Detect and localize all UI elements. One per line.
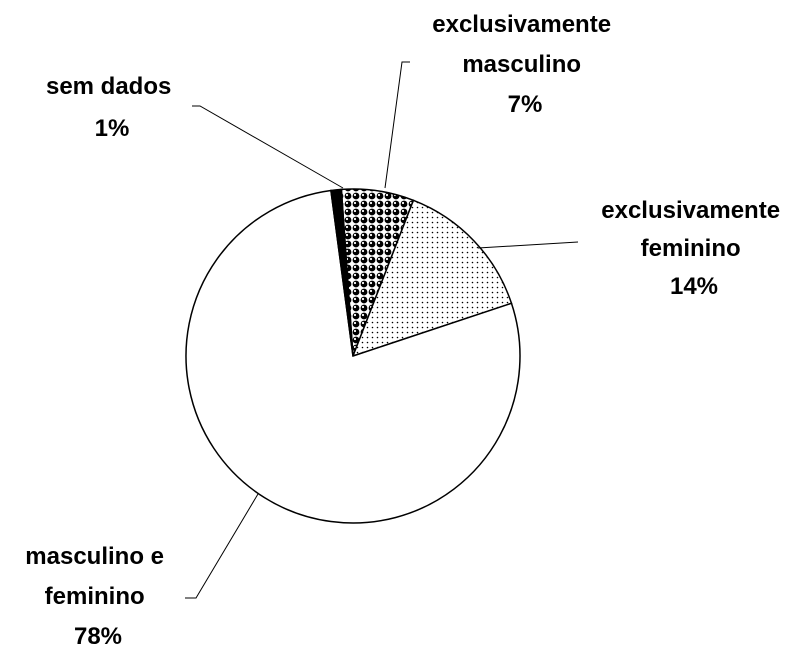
pie-slices — [185, 188, 521, 524]
leader-lines — [185, 61, 579, 599]
slice-label-sem-dados: sem dados 1% — [46, 73, 178, 142]
leader-line-masculino — [384, 61, 410, 189]
slice-label-exclusivamente-masculino: exclusivamente masculino 7% — [432, 11, 617, 118]
pie-slice-3 — [330, 188, 354, 357]
leader-line-feminino — [477, 241, 579, 249]
pie-slice-2 — [185, 189, 521, 524]
pie-slice-1 — [351, 199, 513, 358]
slice-label-masculino-e-feminino: masculino e feminino 78% — [25, 543, 170, 648]
leader-line-masculino-e-feminino — [185, 493, 259, 599]
slice-label-exclusivamente-feminino: exclusivamente feminino 14% — [601, 197, 786, 300]
slice-labels: exclusivamente masculino 7% exclusivamen… — [25, 11, 786, 648]
leader-line-sem-dados — [192, 105, 344, 189]
